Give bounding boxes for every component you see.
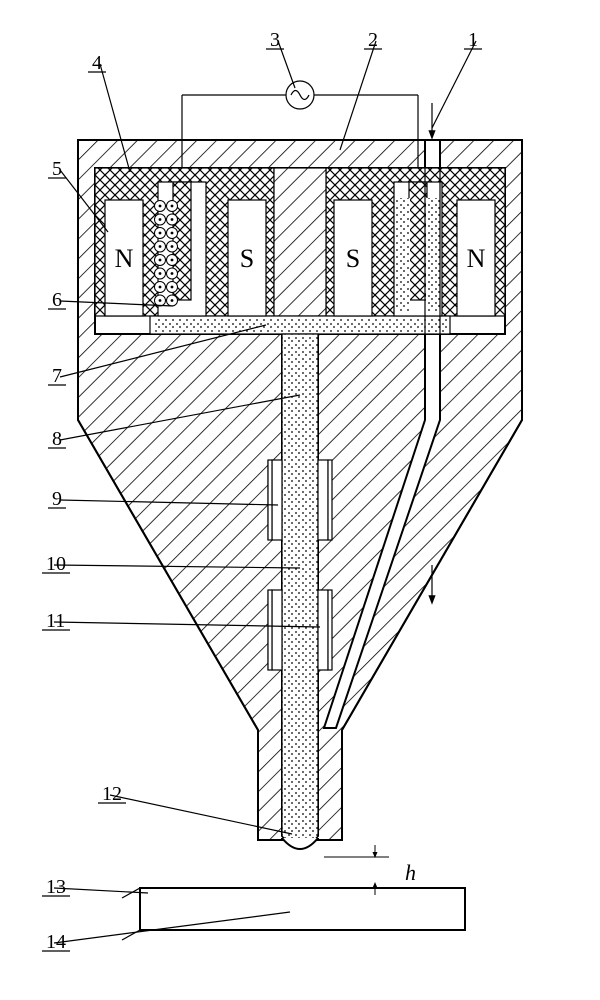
coil-dot	[171, 286, 174, 289]
coil-core	[409, 182, 427, 300]
callout-number: 7	[52, 365, 62, 387]
coil-dot	[159, 218, 162, 221]
callout-number: 11	[46, 610, 65, 632]
coil-dot	[159, 299, 162, 302]
leader-line	[432, 41, 476, 128]
coil-dot	[171, 259, 174, 262]
piezo-plate	[318, 590, 328, 670]
coil-dot	[171, 272, 174, 275]
callout-number: 13	[46, 876, 66, 898]
nozzle-tip	[282, 838, 318, 849]
coil-dot	[159, 286, 162, 289]
callout-number: 1	[468, 29, 478, 51]
leader-line	[54, 888, 148, 893]
callout-number: 3	[270, 29, 280, 51]
magnet-label: S	[346, 244, 360, 273]
coil-dot	[171, 299, 174, 302]
workpiece	[140, 888, 465, 930]
callout-number: 8	[52, 428, 62, 450]
gap-label: h	[405, 860, 416, 885]
callout-number: 2	[368, 29, 378, 51]
coil-dot	[159, 205, 162, 208]
piezo-plate	[272, 590, 282, 670]
callout-number: 5	[52, 158, 62, 180]
callout-number: 4	[92, 52, 102, 74]
coil-dot	[159, 259, 162, 262]
coil-dot	[159, 245, 162, 248]
coil-dot	[171, 232, 174, 235]
callout-number: 10	[46, 553, 66, 575]
center-stem	[274, 168, 326, 316]
callout-number: 9	[52, 488, 62, 510]
coil-dot	[159, 272, 162, 275]
callout-number: 14	[46, 931, 66, 953]
piezo-plate	[272, 460, 282, 540]
callout-number: 6	[52, 289, 62, 311]
piezo-plate	[318, 460, 328, 540]
magnet-label: S	[240, 244, 254, 273]
coil-dot	[171, 218, 174, 221]
coil-right-fill	[396, 198, 410, 312]
coil-dot	[171, 245, 174, 248]
callout-number: 12	[102, 783, 122, 805]
fluid-cross	[153, 318, 447, 332]
coil-dot	[171, 205, 174, 208]
bore-fluid	[282, 334, 318, 846]
coil-dot	[159, 232, 162, 235]
magnet-label: N	[115, 244, 134, 273]
leader-line	[278, 41, 295, 88]
magnet-label: N	[467, 244, 486, 273]
coil-right-fill	[426, 198, 440, 312]
